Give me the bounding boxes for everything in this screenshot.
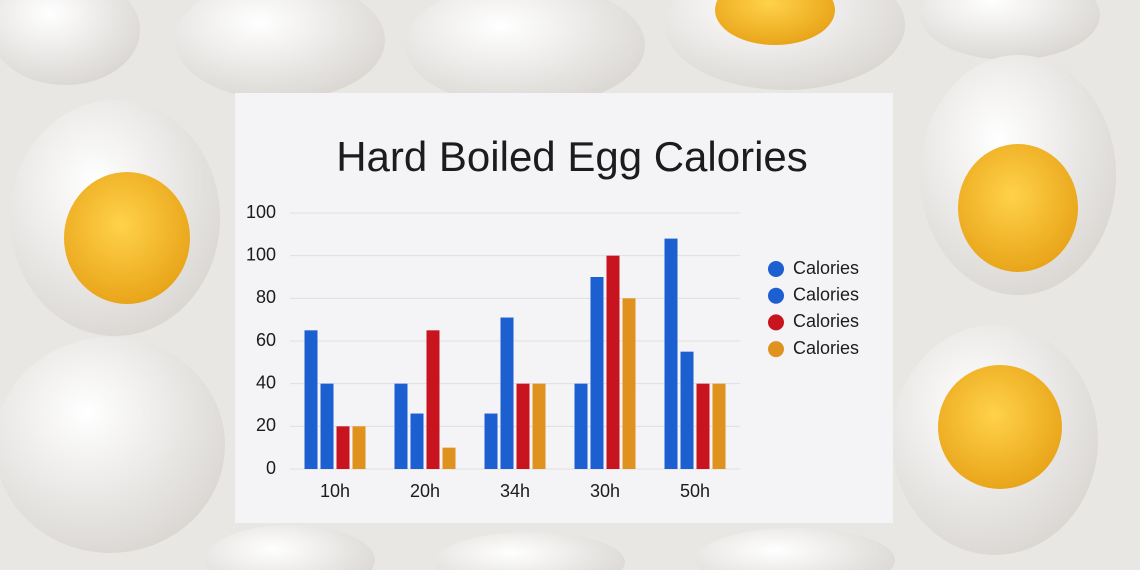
bar	[442, 447, 456, 469]
bar	[320, 383, 334, 469]
y-tick-label: 60	[256, 330, 276, 350]
bar	[680, 351, 694, 469]
bar	[664, 238, 678, 469]
bar	[622, 298, 636, 469]
chart-title: Hard Boiled Egg Calories	[336, 133, 808, 180]
bar	[590, 277, 604, 469]
eggs	[0, 0, 1116, 570]
legend-label: Calories	[793, 338, 859, 358]
legend-swatch	[768, 314, 784, 331]
bar	[304, 330, 318, 469]
y-tick-label: 80	[256, 287, 276, 307]
legend-label: Calories	[793, 258, 859, 278]
bar	[574, 383, 588, 469]
y-tick-label: 100	[246, 202, 276, 222]
y-tick-label: 100	[246, 244, 276, 264]
legend-swatch	[768, 261, 784, 277]
bar	[484, 413, 498, 469]
x-tick-label: 30h	[590, 481, 620, 501]
bar	[532, 383, 546, 469]
bar	[712, 383, 726, 469]
x-tick-label: 34h	[500, 481, 530, 501]
legend-swatch	[768, 287, 784, 304]
legend-label: Calories	[793, 311, 859, 331]
bar	[410, 413, 424, 469]
x-tick-label: 10h	[320, 481, 350, 501]
bar	[500, 317, 514, 469]
bar	[352, 426, 366, 469]
legend-swatch	[768, 341, 784, 358]
y-tick-label: 0	[266, 458, 276, 478]
x-tick-label: 50h	[680, 481, 710, 501]
bar	[696, 383, 710, 469]
x-tick-label: 20h	[410, 481, 440, 501]
bar	[336, 426, 350, 469]
bar	[606, 255, 620, 469]
bar	[516, 383, 530, 469]
y-tick-label: 20	[256, 415, 276, 435]
bar	[394, 383, 408, 469]
legend-label: Calories	[793, 284, 859, 304]
y-tick-label: 40	[256, 372, 276, 392]
bar	[426, 330, 440, 469]
